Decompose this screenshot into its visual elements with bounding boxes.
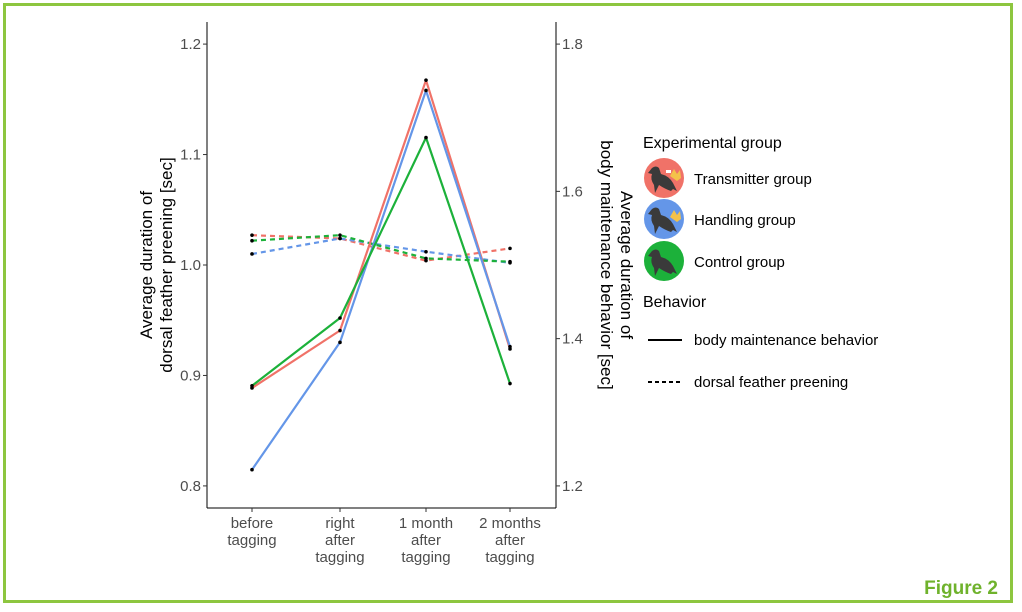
data-point-control-body [338, 316, 342, 320]
legend-label-body: body maintenance behavior [694, 332, 878, 349]
bird-silhouette [648, 166, 677, 193]
transmitter-device [666, 170, 671, 173]
legend-group-title: Experimental group [643, 135, 782, 152]
x-tick-label: 1 month after tagging [399, 515, 453, 566]
data-point-control-dorsal [424, 256, 428, 261]
series-line-transmitter-body [251, 79, 512, 389]
data-point-control-body [250, 383, 254, 388]
data-point-control-dorsal [250, 238, 254, 243]
left-tick-label: 0.9 [180, 367, 201, 384]
data-point-control-body [508, 381, 512, 386]
left-tick-label: 1.2 [180, 36, 201, 53]
legend-behavior-title: Behavior [643, 294, 707, 311]
x-tick-labels: before tagging right after tagging 1 month aft… [227, 508, 541, 566]
legend-label-handling: Handling group [694, 212, 796, 229]
legend: Experimental group Transmitter group Handl… [643, 135, 878, 391]
data-point-handling-body [508, 344, 512, 349]
data-point-handling-body [338, 340, 342, 345]
data-point-transmitter-dorsal [250, 233, 254, 237]
series-lines-layer [251, 79, 512, 471]
left-tick-label: 0.8 [180, 478, 201, 495]
data-point-control-dorsal [338, 233, 342, 237]
axis-titles: Average duration ofdorsal feather preeni… [137, 140, 636, 390]
series-line-handling-body [251, 89, 512, 471]
figure-frame [3, 3, 1013, 603]
right-axis-title: Average duration ofbody maintenance beha… [597, 140, 636, 390]
data-point-transmitter-body [424, 78, 428, 82]
left-tick-label: 1.1 [180, 147, 201, 164]
data-point-control-dorsal [508, 259, 512, 264]
bird-transmitter-icon [644, 158, 684, 198]
bird-hand-icon [644, 199, 684, 239]
data-point-control-body [424, 135, 428, 140]
x-tick-label: before tagging [227, 515, 276, 549]
legend-label-control: Control group [694, 254, 785, 271]
right-tick-label: 1.8 [562, 36, 583, 53]
x-tick-label: right after tagging [315, 515, 364, 566]
bird-silhouette [648, 249, 677, 276]
series-line-control-body [251, 136, 512, 387]
data-point-transmitter-body [338, 328, 342, 333]
left-axis-title: Average duration ofdorsal feather preeni… [137, 157, 176, 372]
data-point-handling-dorsal [424, 249, 428, 254]
right-tick-label: 1.6 [562, 183, 583, 200]
right-tick-label: 1.4 [562, 331, 583, 348]
bird-icon [644, 241, 684, 281]
hand-overlay [670, 169, 681, 181]
data-points-layer [250, 78, 512, 472]
data-point-handling-body [424, 88, 428, 93]
data-point-handling-dorsal [250, 252, 254, 256]
data-point-transmitter-dorsal [508, 246, 512, 251]
left-tick-label: 1.0 [180, 257, 201, 274]
legend-label-dorsal: dorsal feather preening [694, 374, 848, 391]
series-line-transmitter-dorsal [251, 234, 511, 262]
bird-silhouette [648, 207, 677, 234]
axes-layer: 0.8 0.9 1.0 1.1 1.2 1.2 1.4 1.6 1.8 [180, 22, 583, 509]
right-tick-label: 1.2 [562, 478, 583, 495]
data-point-handling-dorsal [338, 236, 342, 241]
data-point-handling-body [250, 467, 254, 472]
x-tick-label: 2 months after tagging [479, 515, 541, 566]
legend-label-transmitter: Transmitter group [694, 171, 812, 188]
series-line-handling-dorsal [251, 237, 511, 264]
figure-label: Figure 2 [924, 578, 998, 599]
hand-overlay [670, 210, 681, 222]
